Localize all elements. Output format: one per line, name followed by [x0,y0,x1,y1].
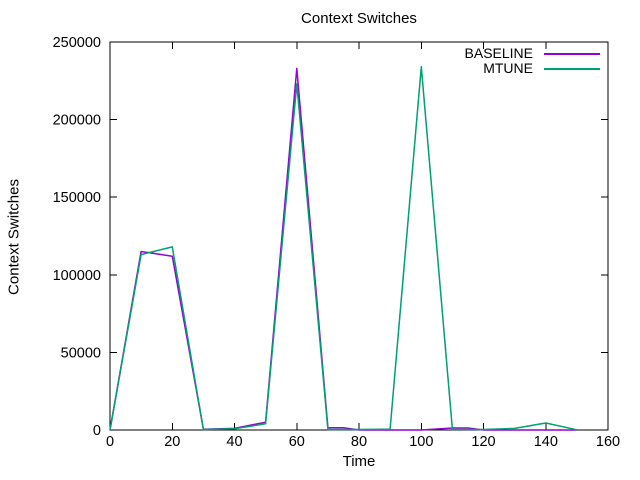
x-tick-label: 100 [409,434,433,450]
legend-label-baseline: BASELINE [464,45,533,61]
x-tick-label: 80 [351,434,367,450]
y-axis-label: Context Switches [5,179,23,295]
legend-item-mtune: MTUNE [465,61,600,76]
x-tick-label: 120 [471,434,495,450]
y-tick-label: 0 [93,423,101,439]
legend-item-baseline: BASELINE [465,46,600,61]
y-tick-label: 250000 [53,35,101,51]
x-tick-label: 40 [226,434,242,450]
legend-line-sample-baseline [544,52,600,55]
y-tick-label: 50000 [61,345,101,361]
x-tick-label: 60 [289,434,305,450]
series-line-baseline [109,67,577,431]
y-tick-label: 150000 [53,190,101,206]
x-tick-label: 20 [164,434,180,450]
x-tick-label: 140 [534,434,558,450]
chart-title: Context Switches [301,10,417,27]
x-axis-label: Time [342,453,376,470]
plot-border [109,41,609,431]
x-tick-label: 160 [596,434,620,450]
y-tick-label: 100000 [53,268,101,284]
x-tick-label: 0 [106,434,114,450]
series-line-mtune [109,66,578,431]
legend-label-mtune: MTUNE [483,60,533,76]
legend: BASELINE MTUNE [465,46,600,76]
legend-line-sample-mtune [544,67,600,70]
y-tick-label: 200000 [53,113,101,129]
